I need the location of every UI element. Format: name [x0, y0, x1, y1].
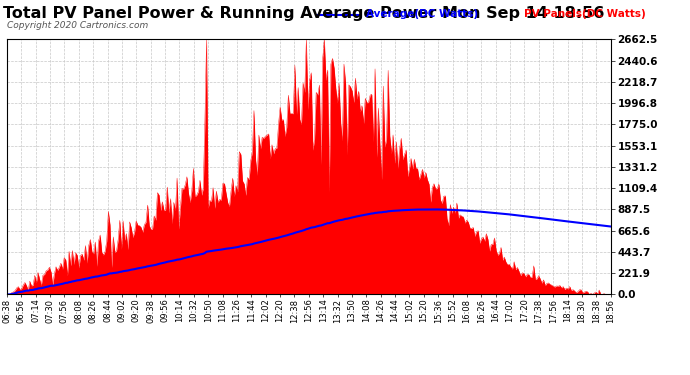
Text: Average(DC Watts): Average(DC Watts): [366, 9, 478, 20]
Text: Total PV Panel Power & Running Average Power Mon Sep 14 18:56: Total PV Panel Power & Running Average P…: [3, 6, 604, 21]
Text: Copyright 2020 Cartronics.com: Copyright 2020 Cartronics.com: [7, 21, 148, 30]
Text: PV Panels(DC Watts): PV Panels(DC Watts): [524, 9, 646, 20]
